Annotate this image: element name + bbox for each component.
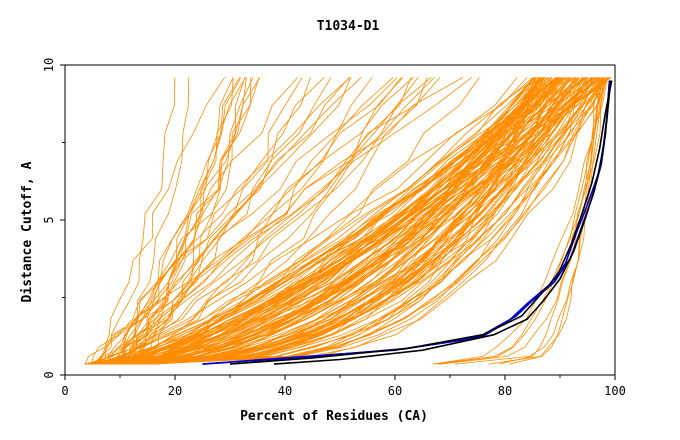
model-curve [123,77,404,365]
x-tick-label: 60 [388,384,402,398]
model-curve [120,77,190,365]
model-curve [96,77,398,365]
model-curve [90,77,561,365]
model-curve [111,77,572,365]
model-curve [128,77,540,365]
model-curve [117,77,472,365]
y-tick-label: 0 [42,371,56,378]
model-curve [122,77,553,365]
model-curve [93,77,176,365]
model-curve [96,77,435,365]
highlight-curve [229,80,613,365]
x-tick-label: 0 [61,384,68,398]
x-tick-label: 80 [498,384,512,398]
model-curve [112,77,332,365]
highlight-curves [202,80,613,365]
model-curve [120,77,589,365]
model-curve [94,77,299,365]
model-curve [438,77,607,365]
model-curve [105,77,535,365]
model-curve [433,77,608,365]
model-curve [128,77,352,365]
model-curve [96,77,419,365]
y-axis-label: Distance Cutoff, A [20,161,35,302]
y-tick-label: 10 [42,58,56,72]
model-curve [84,77,225,365]
model-curve [143,77,581,365]
model-curve [105,77,464,365]
model-curve [488,77,599,365]
model-curve [145,77,583,365]
model-curve [128,77,546,365]
model-curve [103,77,325,365]
x-tick-label: 100 [604,384,626,398]
model-curve [152,77,545,365]
model-curve [126,77,534,365]
model-curve [107,77,234,365]
model-curve [125,77,583,365]
model-curve [117,77,534,365]
model-curves [84,77,612,365]
model-curve [117,77,568,365]
y-tick-label: 5 [42,216,56,223]
x-tick-label: 40 [278,384,292,398]
chart-title: T1034-D1 [317,19,380,34]
model-curve [113,77,350,365]
model-curve [85,77,601,365]
highlight-curve [273,80,612,365]
model-curve [133,77,537,365]
model-curve [136,77,608,365]
model-curve [91,77,351,365]
model-curve [109,77,432,365]
model-curve [141,77,565,365]
model-curve [111,77,402,365]
x-tick-label: 20 [168,384,182,398]
model-curve [141,77,550,365]
model-curve [146,77,598,365]
model-curve [116,77,246,365]
model-curve [120,77,608,365]
model-curve [125,77,594,365]
model-curve [129,77,587,365]
model-curve [96,77,538,365]
axis-ticks: 0 20 40 60 80 100 0 5 10 [42,58,626,398]
model-curve [131,77,575,365]
model-curve [107,77,549,365]
model-curve [105,77,557,365]
model-curve [142,77,604,365]
model-curve [94,77,599,365]
model-curve [139,77,544,365]
model-curve [145,77,604,365]
model-curve [105,77,562,365]
model-curve [101,77,596,365]
model-curve [118,77,480,365]
x-axis-label: Percent of Residues (CA) [240,409,428,424]
model-curve [131,77,601,365]
model-curve [120,77,261,365]
model-curve [95,77,373,365]
model-curve [155,77,546,365]
model-curve [97,77,412,365]
model-curve [89,77,394,365]
